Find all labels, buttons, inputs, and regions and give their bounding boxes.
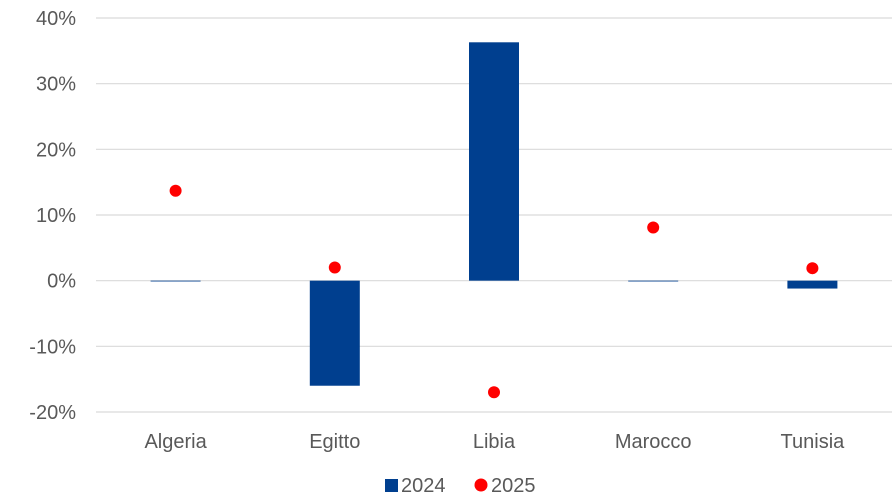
bar-2024-libia: [469, 42, 519, 281]
bar-2024-egitto: [309, 280, 360, 386]
y-tick-label: 30%: [36, 74, 76, 96]
y-tick-label: -10%: [29, 336, 76, 358]
bar-2024-marocco: [628, 280, 679, 282]
y-tick-label: 20%: [36, 139, 76, 161]
bars-layer: [150, 42, 838, 386]
x-tick-label: Egitto: [309, 431, 360, 453]
legend-label-2024: 2024: [401, 475, 446, 497]
points-layer: [169, 184, 819, 399]
x-axis-tick-labels: Algeria Egitto Libia Marocco Tunisia: [144, 431, 845, 453]
legend-marker-2024: [385, 479, 398, 492]
point-2025-libia: [488, 386, 500, 399]
legend-label-2025: 2025: [491, 475, 536, 497]
y-tick-label: 0%: [47, 271, 76, 293]
x-tick-label: Marocco: [615, 431, 692, 453]
bar-2024-tunisia: [787, 280, 838, 289]
y-axis-tick-labels: -20% -10% 0% 10% 20% 30% 40%: [29, 8, 76, 424]
point-2025-egitto: [328, 261, 341, 274]
y-tick-label: 40%: [36, 8, 76, 30]
x-tick-label: Libia: [473, 431, 516, 453]
x-tick-label: Tunisia: [781, 431, 846, 453]
y-tick-label: 10%: [36, 205, 76, 227]
point-2025-algeria: [169, 184, 182, 197]
x-tick-label: Algeria: [144, 431, 207, 453]
point-2025-marocco: [647, 221, 660, 234]
point-2025-tunisia: [806, 262, 819, 275]
bar-2024-algeria: [150, 280, 201, 282]
legend: 2024 2025: [385, 475, 536, 497]
y-tick-label: -20%: [29, 402, 76, 424]
legend-marker-2025: [474, 478, 488, 492]
